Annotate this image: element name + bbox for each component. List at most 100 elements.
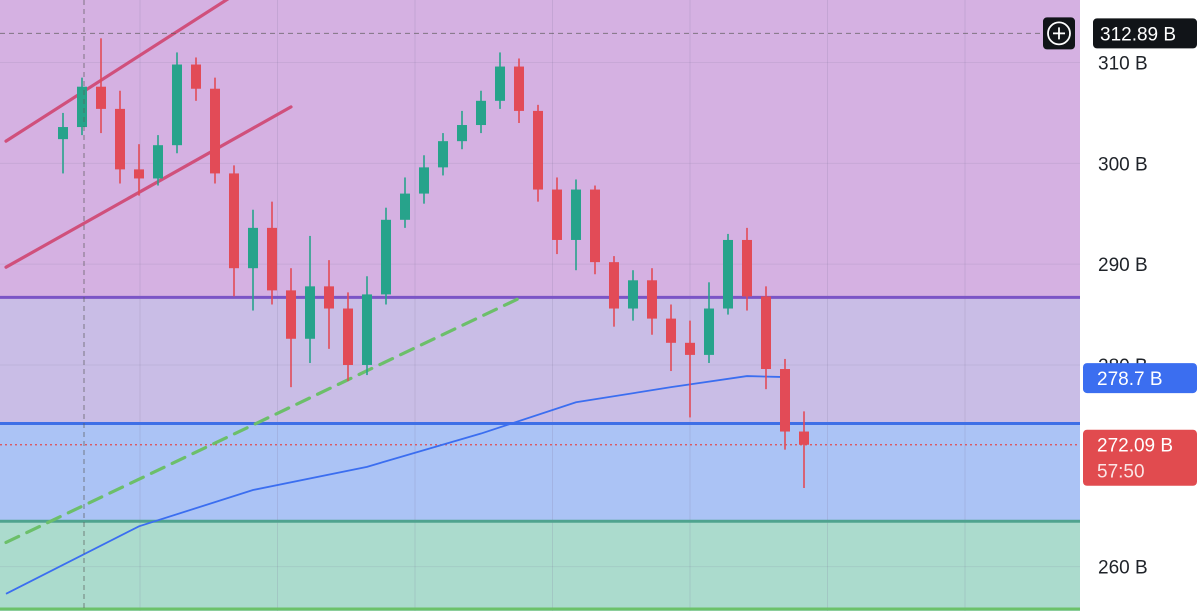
candle-body <box>476 100 486 126</box>
candle <box>267 201 277 305</box>
candle <box>533 104 543 202</box>
candle-body <box>210 88 220 174</box>
grid-layer <box>0 0 1080 611</box>
price-tick-label: 310 B <box>1098 54 1148 75</box>
candle <box>153 135 163 186</box>
current-price-badge <box>1083 429 1197 486</box>
candle-body <box>229 173 239 269</box>
channel-lower <box>4 105 293 269</box>
candle-body <box>267 227 277 291</box>
trendlines-layer <box>4 0 521 545</box>
candle-body <box>609 262 619 309</box>
candle <box>419 155 429 204</box>
candle <box>210 77 220 184</box>
candle-body <box>799 431 809 445</box>
candle-body <box>457 125 467 142</box>
candle <box>172 52 182 154</box>
candle <box>476 90 486 134</box>
crosshair-price-label: 312.89 B <box>1100 24 1176 45</box>
candle-body <box>419 167 429 194</box>
plus-circle-icon <box>1047 21 1071 46</box>
lower-zone <box>0 423 1080 522</box>
moving-average-line <box>5 375 786 595</box>
moving-average-layer <box>5 375 786 595</box>
candle-body <box>742 239 752 297</box>
candle <box>381 207 391 305</box>
candle-body <box>780 369 790 432</box>
crosshair-layer <box>0 0 1044 611</box>
candle-body <box>248 227 258 269</box>
candle <box>58 112 68 174</box>
candle-body <box>723 239 733 309</box>
candle-body <box>704 308 714 355</box>
candle-body <box>533 110 543 190</box>
candle-body <box>495 66 505 101</box>
candle-body <box>438 141 448 168</box>
candle <box>742 227 752 311</box>
candle-body <box>761 296 771 370</box>
candle-body <box>571 189 581 240</box>
rising-support <box>4 296 521 545</box>
candle-body <box>628 280 638 309</box>
candle <box>77 77 87 136</box>
candle <box>115 90 125 184</box>
price-axis-background <box>1080 0 1200 611</box>
candle <box>457 110 467 150</box>
price-tick-label: 300 B <box>1098 154 1148 175</box>
candle <box>704 282 714 363</box>
ma-value-badge <box>1083 363 1197 394</box>
candle <box>305 235 315 363</box>
candle-body <box>77 86 87 128</box>
candle <box>362 276 372 376</box>
candle <box>400 177 410 228</box>
candle-body <box>590 189 600 263</box>
candle <box>438 133 448 176</box>
candle <box>571 179 581 271</box>
candle-body <box>381 219 391 295</box>
candle <box>343 292 353 382</box>
candle <box>628 270 638 321</box>
candle <box>761 286 771 390</box>
candle-body <box>96 86 106 109</box>
candle <box>286 268 296 388</box>
candle-body <box>552 189 562 240</box>
candle <box>609 256 619 327</box>
level-lines-layer <box>0 295 1080 611</box>
channel-upper <box>4 0 230 143</box>
candle-body <box>324 286 334 309</box>
bar-countdown-timer: 57:50 <box>1097 462 1145 483</box>
candle <box>590 185 600 275</box>
candle-body <box>666 318 676 343</box>
candle-body <box>685 342 695 355</box>
price-badges: 312.89 B 278.7 B 272.09 B 57:50 <box>1043 17 1197 486</box>
candle <box>799 411 809 488</box>
crosshair-price-badge <box>1093 18 1197 49</box>
candle <box>552 177 562 255</box>
candle-body <box>115 108 125 170</box>
candle <box>324 260 334 349</box>
candle-body <box>400 193 410 220</box>
candle <box>495 52 505 109</box>
price-tick-label: 290 B <box>1098 255 1148 276</box>
current-price-label: 272.09 B <box>1097 436 1173 457</box>
candle <box>666 304 676 372</box>
candle-body <box>647 280 657 319</box>
candle-body <box>191 64 201 89</box>
candle <box>191 57 201 101</box>
candle <box>229 165 239 297</box>
middle-zone <box>0 297 1080 424</box>
candle-body <box>172 64 182 146</box>
candle <box>723 233 733 315</box>
candle <box>780 358 790 450</box>
candle <box>134 144 144 196</box>
candle <box>96 38 106 134</box>
candle-body <box>343 308 353 365</box>
candle-body <box>153 145 163 179</box>
ma-value-label: 278.7 B <box>1097 369 1163 390</box>
add-alert-button[interactable] <box>1043 17 1075 50</box>
candle <box>248 209 258 311</box>
candles-layer <box>58 38 809 488</box>
